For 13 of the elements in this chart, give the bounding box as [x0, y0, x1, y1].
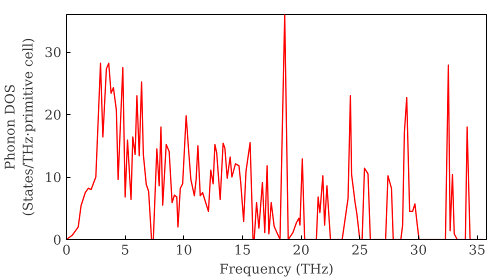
y-axis-title: Phonon DOS (States/THz·primitive cell): [4, 38, 37, 216]
y-tick-label: 20: [44, 108, 62, 124]
x-axis-title: Frequency (THz): [219, 262, 334, 278]
x-tick-label: 30: [410, 244, 427, 258]
x-tick-label: 15: [234, 244, 251, 258]
x-tick-label: 35: [468, 244, 486, 258]
y-tick-label: 0: [53, 234, 62, 248]
x-tick-label: 10: [175, 244, 192, 258]
x-tick-label: 25: [351, 244, 368, 258]
y-tick-label: 10: [44, 171, 62, 186]
y-tick-label: 30: [44, 46, 62, 61]
x-tick-label: 5: [120, 244, 130, 258]
x-tick-label: 20: [292, 244, 310, 258]
